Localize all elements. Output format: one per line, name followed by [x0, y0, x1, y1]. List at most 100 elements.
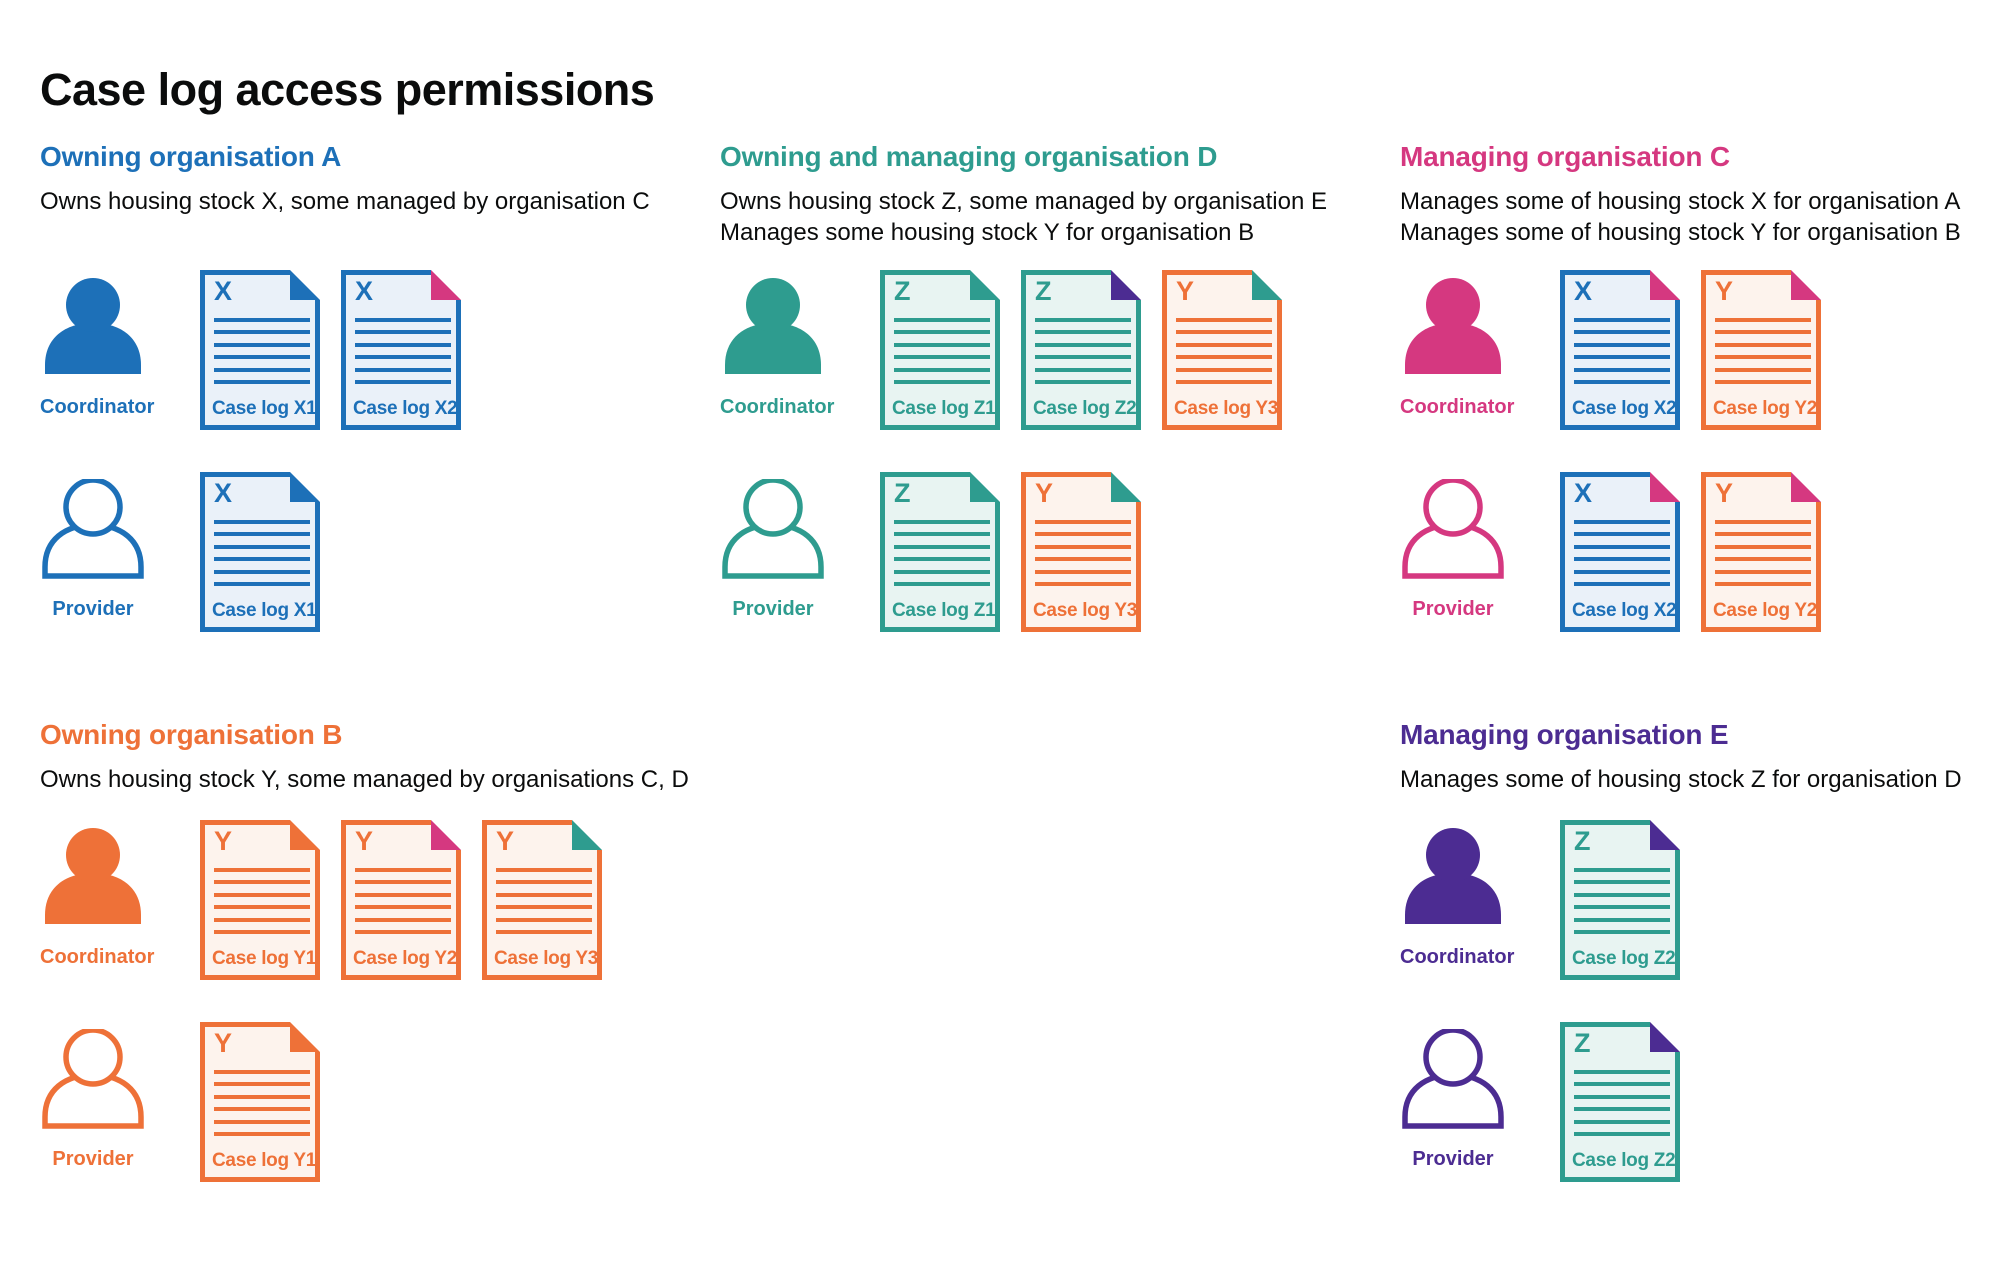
org-b-provider-row: Provider Y Case log Y1	[40, 1022, 704, 1192]
case-log-document: X Case log X2	[1560, 472, 1680, 632]
doc-stock-letter: Y	[1176, 276, 1195, 306]
case-log-document: Z Case log Z1	[880, 270, 1000, 430]
provider-person: Provider	[1400, 1027, 1506, 1171]
text-lines-icon	[1715, 318, 1811, 384]
role-label: Provider	[1412, 598, 1494, 620]
document-icon	[1162, 270, 1282, 430]
document-icon	[200, 270, 320, 430]
role-label: Provider	[52, 598, 134, 620]
section-subtitle: Owns housing stock X, some managed by or…	[40, 186, 700, 217]
text-lines-icon	[894, 520, 990, 586]
document-icon	[1021, 270, 1141, 430]
coordinator-person: Coordinator	[40, 277, 155, 419]
role-label: Coordinator	[1400, 946, 1515, 968]
doc-stock-letter: X	[214, 478, 233, 508]
case-log-document: X Case log X2	[341, 270, 461, 430]
role-label: Coordinator	[720, 396, 835, 418]
case-log-document: Z Case log Z1	[880, 472, 1000, 632]
case-log-document: Y Case log Y2	[1701, 270, 1821, 430]
org-e-coordinator-row: Coordinator Z Case log Z2	[1400, 820, 2000, 990]
text-lines-icon	[214, 868, 310, 934]
text-lines-icon	[1715, 520, 1811, 586]
folded-corner-icon	[970, 270, 1000, 300]
doc-list: Z Case log Z2	[1560, 1022, 1680, 1182]
case-log-document: Z Case log Z2	[1560, 1022, 1680, 1182]
doc-list: X Case log X1	[200, 472, 320, 632]
folded-corner-icon	[1111, 270, 1141, 300]
text-lines-icon	[1574, 318, 1670, 384]
coordinator-person: Coordinator	[40, 827, 155, 969]
document-icon	[1560, 472, 1680, 632]
folded-corner-icon	[290, 472, 320, 502]
doc-stock-letter: Y	[355, 826, 374, 856]
org-c-provider-row: Provider X Case log X2	[1400, 472, 2000, 642]
subtitle-line: Owns housing stock Y, some managed by or…	[40, 766, 689, 793]
section-heading: Managing organisation C	[1400, 141, 1730, 172]
case-log-document: Y Case log Y3	[1021, 472, 1141, 632]
section-subtitle: Manages some of housing stock X for orga…	[1400, 186, 2000, 248]
doc-label: Case log Z2	[1572, 1150, 1676, 1171]
text-lines-icon	[355, 868, 451, 934]
doc-label: Case log X2	[353, 398, 458, 419]
text-lines-icon	[1574, 520, 1670, 586]
section-heading: Owning organisation B	[40, 719, 343, 750]
section-owning-organisation-b: Owning organisation B Owns housing stock…	[40, 718, 700, 795]
role-label: Provider	[1412, 1148, 1494, 1170]
provider-person: Provider	[1400, 477, 1506, 621]
folded-corner-icon	[572, 820, 602, 850]
role-label: Coordinator	[40, 396, 155, 418]
case-log-document: X Case log X2	[1560, 270, 1680, 430]
folded-corner-icon	[1791, 472, 1821, 502]
case-log-document: Y Case log Y2	[1701, 472, 1821, 632]
text-lines-icon	[1176, 318, 1272, 384]
doc-stock-letter: X	[1574, 478, 1593, 508]
section-subtitle: Manages some of housing stock Z for orga…	[1400, 764, 2000, 795]
doc-stock-letter: Y	[1715, 276, 1734, 306]
text-lines-icon	[894, 318, 990, 384]
document-icon	[341, 820, 461, 980]
provider-person: Provider	[40, 477, 146, 621]
provider-person: Provider	[720, 477, 826, 621]
doc-label: Case log Y1	[212, 1150, 317, 1171]
section-managing-organisation-e: Managing organisation E Manages some of …	[1400, 718, 2000, 795]
folded-corner-icon	[1111, 472, 1141, 502]
document-icon	[1701, 472, 1821, 632]
coordinator-person-icon	[1405, 278, 1501, 374]
doc-label: Case log X1	[212, 398, 317, 419]
section-subtitle: Owns housing stock Y, some managed by or…	[40, 764, 700, 795]
subtitle-line: Manages some of housing stock Z for orga…	[1400, 766, 1962, 793]
role-label: Coordinator	[40, 946, 155, 968]
document-icon	[200, 820, 320, 980]
text-lines-icon	[214, 1070, 310, 1136]
case-log-document: X Case log X1	[200, 270, 320, 430]
doc-label: Case log X2	[1572, 600, 1677, 621]
org-c-coordinator-row: Coordinator X Case log X2	[1400, 270, 2000, 440]
coordinator-person: Coordinator	[720, 277, 835, 419]
org-b-coordinator-row: Coordinator Y Case log Y1	[40, 820, 704, 990]
provider-person: Provider	[40, 1027, 146, 1171]
case-log-document: X Case log X1	[200, 472, 320, 632]
doc-list: Y Case log Y1 Y Case log Y2	[200, 820, 602, 980]
case-log-document: Z Case log Z2	[1560, 820, 1680, 980]
subtitle-line: Manages some of housing stock X for orga…	[1400, 188, 1961, 215]
doc-label: Case log Y3	[1174, 398, 1279, 419]
coordinator-person-icon	[45, 828, 141, 924]
coordinator-person: Coordinator	[1400, 277, 1514, 419]
text-lines-icon	[1574, 1070, 1670, 1136]
subtitle-line: Manages some of housing stock Y for orga…	[1400, 219, 1961, 246]
coordinator-person-icon	[725, 278, 821, 374]
section-heading: Owning and managing organisation D	[720, 141, 1218, 172]
provider-person-icon	[1402, 1027, 1504, 1129]
doc-stock-letter: Y	[214, 826, 233, 856]
coordinator-person-icon	[1405, 828, 1501, 924]
org-e-provider-row: Provider Z Case log Z2	[1400, 1022, 2000, 1192]
doc-stock-letter: Y	[496, 826, 515, 856]
doc-stock-letter: X	[214, 276, 233, 306]
doc-label: Case log Z2	[1572, 948, 1676, 969]
case-log-document: Y Case log Y2	[341, 820, 461, 980]
section-managing-organisation-c: Managing organisation C Manages some of …	[1400, 140, 2000, 248]
doc-label: Case log Y2	[353, 948, 458, 969]
folded-corner-icon	[970, 472, 1000, 502]
folded-corner-icon	[290, 1022, 320, 1052]
doc-label: Case log Y1	[212, 948, 317, 969]
